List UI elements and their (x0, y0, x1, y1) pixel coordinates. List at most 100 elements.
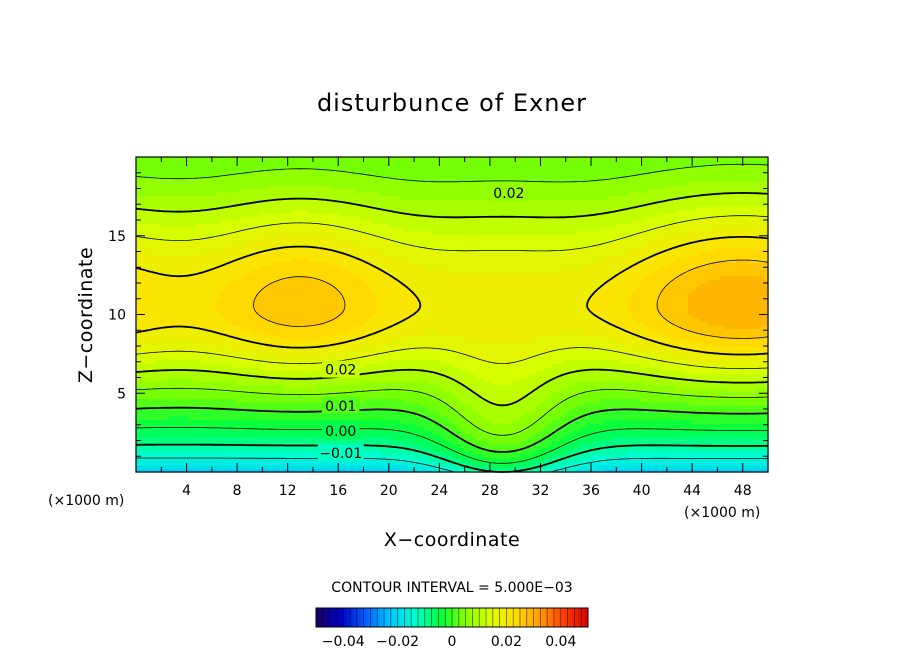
contour-band-cell (676, 209, 769, 214)
contour-band-cell (136, 402, 421, 407)
contour-band-cell (564, 451, 581, 456)
contour-band-cell (316, 384, 441, 389)
contour-band-cell (312, 276, 361, 281)
contour-band-cell (136, 230, 237, 235)
contour-band-cell (256, 297, 345, 302)
contour-band-cell (664, 199, 769, 204)
contour-band-cell (440, 398, 461, 403)
contour-line (253, 259, 769, 339)
contour-band-cell (136, 360, 157, 365)
contour-band-cell (564, 433, 589, 438)
contour-band-cell (452, 363, 553, 368)
contour-band-cell (392, 437, 429, 442)
contour-band-cell (616, 209, 677, 214)
contour-band-cell (244, 255, 353, 260)
contour-band-cell (136, 458, 393, 463)
contour-band-cell (532, 423, 549, 428)
contour-band-cell (412, 454, 437, 459)
contour-band-cell (764, 335, 769, 340)
contour-band-cell (456, 451, 473, 456)
contour-band-cell (416, 297, 589, 302)
contour-band-cell (664, 332, 701, 337)
contour-band-cell (572, 370, 629, 375)
contour-band-cell (708, 237, 769, 242)
contour-band-cell (136, 192, 217, 197)
contour-band-cell (564, 444, 581, 449)
contour-band-cell (216, 300, 253, 305)
contour-band-cell (372, 286, 409, 291)
contour-band-cell (632, 311, 661, 316)
contour-band-cell (660, 251, 701, 256)
contour-band-cell (632, 332, 665, 337)
contour-band-cell (404, 335, 465, 340)
contour-band-cell (456, 461, 473, 466)
contour-band-cell (456, 423, 473, 428)
contour-band-cell (236, 258, 293, 263)
contour-band-cell (460, 412, 481, 417)
contour-band-cell (384, 328, 625, 333)
contour-line (135, 236, 769, 356)
contour-band-cell (660, 293, 689, 298)
contour-band-cell (136, 412, 417, 417)
contour-band-cell (148, 269, 209, 274)
contour-band-cell (208, 328, 253, 333)
y-tick-label: 15 (108, 229, 126, 245)
contour-band-cell (404, 318, 605, 323)
contour-band-cell (372, 290, 413, 295)
contour-band-cell (556, 468, 577, 473)
contour-band-cell (224, 314, 261, 319)
contour-band-cell (220, 311, 257, 316)
contour-band-cell (340, 409, 401, 414)
contour-band-cell (240, 188, 357, 193)
contour-band-cell (420, 402, 449, 407)
contour-band-cell (676, 276, 721, 281)
contour-band-cell (332, 360, 389, 365)
contour-band-cell (216, 304, 253, 309)
contour-band-cell (652, 272, 681, 277)
contour-band-cell (608, 321, 645, 326)
x-unit-left: (×1000 m) (48, 493, 124, 509)
contour-band-cell (552, 391, 581, 396)
contour-band-cell (460, 398, 485, 403)
contour-band-cell (272, 248, 329, 253)
contour-band-cell (340, 367, 461, 372)
contour-band-cell (552, 377, 681, 382)
contour-band-cell (460, 426, 481, 431)
contour-band-cell (136, 332, 221, 337)
contour-band-cell (392, 339, 481, 344)
contour-band-cell (468, 419, 493, 424)
contour-band-cell (600, 227, 657, 232)
contour-band-cell (580, 426, 769, 431)
contour-band-cell (396, 321, 609, 326)
contour-band-cell (136, 220, 221, 225)
contour-band-cell (564, 423, 589, 428)
contour-band-cell (652, 339, 689, 344)
contour-band-cell (564, 461, 589, 466)
contour-band-cell (560, 388, 601, 393)
contour-band-cell (456, 409, 477, 414)
contour-band-cell (644, 216, 705, 221)
contour-band-cell (460, 367, 545, 372)
x-tick-label: 40 (633, 483, 651, 499)
contour-band-cell (620, 272, 653, 277)
contour-band-cell (136, 290, 221, 295)
contour-band-cell (372, 314, 413, 319)
contour-band-cell (200, 237, 261, 242)
contour-band-cell (664, 314, 693, 319)
contour-band-cell (632, 314, 665, 319)
contour-band-cell (168, 339, 189, 344)
contour-band-cell (348, 328, 385, 333)
contour-band-cell (220, 370, 377, 375)
contour-band-cell (340, 293, 377, 298)
contour-band-cell (452, 440, 469, 445)
contour-band-cell (388, 360, 441, 365)
contour-band-cell (476, 374, 529, 379)
contour-band-cell (136, 398, 237, 403)
contour-band-cell (136, 374, 249, 379)
contour-band-cell (364, 363, 453, 368)
contour-band-cell (580, 458, 613, 463)
contour-band-cell (592, 262, 637, 267)
contour-band-cell (484, 430, 521, 435)
contour-band-cell (240, 325, 357, 330)
contour-band-cell (688, 269, 769, 274)
